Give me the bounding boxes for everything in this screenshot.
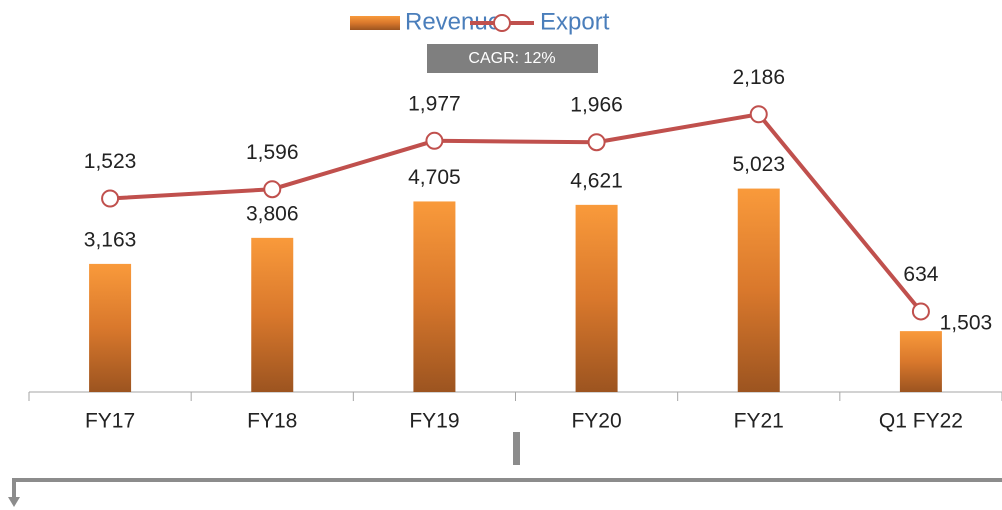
bar — [251, 237, 294, 392]
legend-swatch — [350, 16, 400, 30]
line-marker — [425, 131, 444, 150]
line-marker — [101, 189, 120, 208]
line-marker — [263, 180, 282, 199]
line-value-label: 2,186 — [732, 66, 785, 89]
bar — [899, 331, 942, 392]
line-value-label: 1,966 — [570, 94, 623, 117]
bar-value-label: 1,503 — [940, 312, 993, 335]
arrow-head — [8, 497, 20, 507]
x-tick-label: FY17 — [85, 410, 135, 433]
bar — [575, 204, 618, 392]
annotation-box — [427, 44, 598, 73]
x-tick-label: FY18 — [247, 410, 297, 433]
line-value-label: 1,523 — [84, 150, 137, 173]
line-marker — [587, 133, 606, 152]
line-value-label: 634 — [903, 263, 938, 286]
bar-value-label: 3,806 — [246, 202, 299, 225]
legend-label: Export — [540, 8, 610, 35]
bar — [89, 263, 132, 392]
bar-value-label: 3,163 — [84, 228, 137, 251]
bar — [737, 188, 780, 392]
bar-value-label: 4,705 — [408, 166, 461, 189]
x-tick-label: FY20 — [571, 410, 621, 433]
line-value-label: 1,977 — [408, 92, 461, 115]
divider — [513, 432, 520, 465]
x-tick-label: FY19 — [409, 410, 459, 433]
annotation: CAGR: 12% — [468, 50, 555, 67]
legend-marker — [493, 14, 511, 32]
bracket — [12, 478, 1002, 500]
bar-value-label: 5,023 — [732, 153, 785, 176]
x-tick-label: FY21 — [734, 410, 784, 433]
line-marker — [911, 302, 930, 321]
bar — [413, 201, 456, 392]
x-tick-label: Q1 FY22 — [879, 410, 963, 433]
line — [109, 112, 923, 313]
bar-value-label: 4,621 — [570, 169, 623, 192]
line-marker — [749, 105, 768, 124]
line-value-label: 1,596 — [246, 141, 299, 164]
